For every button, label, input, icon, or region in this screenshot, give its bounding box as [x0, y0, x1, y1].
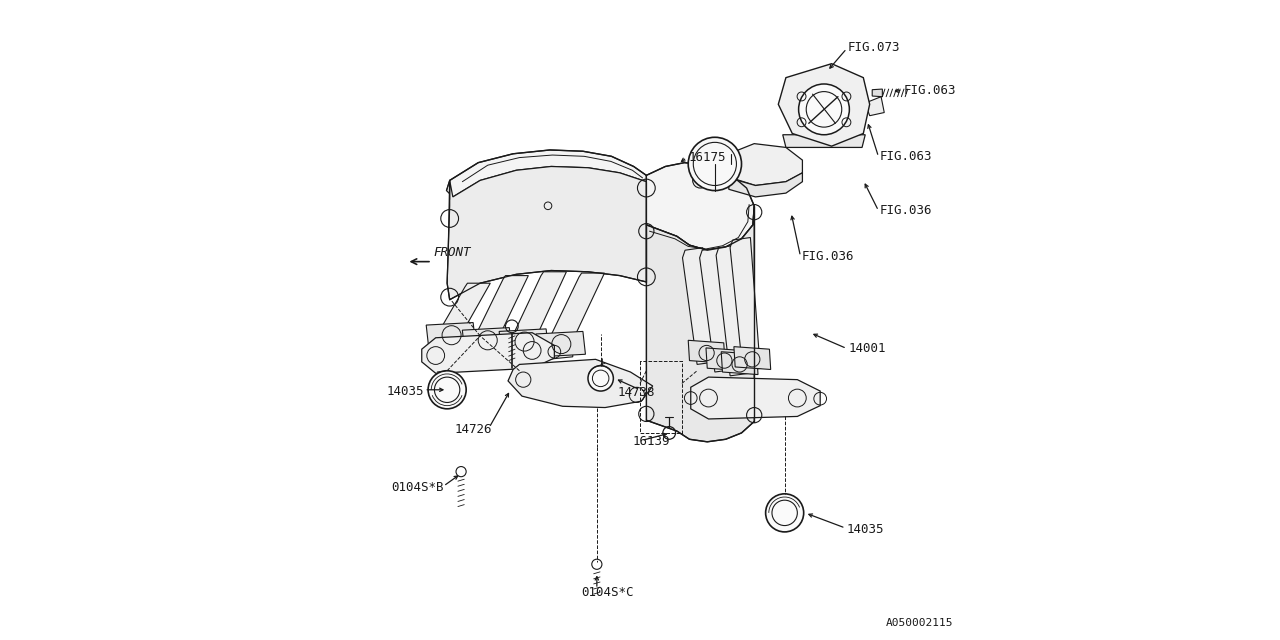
Polygon shape — [728, 173, 803, 197]
Polygon shape — [438, 284, 490, 351]
Polygon shape — [646, 206, 754, 442]
Text: 16139: 16139 — [632, 435, 669, 448]
Polygon shape — [783, 135, 865, 147]
Polygon shape — [730, 237, 762, 371]
Text: FIG.063: FIG.063 — [904, 84, 956, 97]
Text: 14001: 14001 — [849, 342, 886, 355]
Text: 14726: 14726 — [454, 422, 493, 436]
Polygon shape — [508, 359, 653, 408]
Polygon shape — [700, 248, 733, 372]
Circle shape — [765, 494, 804, 532]
Text: 16175: 16175 — [689, 151, 726, 164]
Polygon shape — [462, 328, 512, 353]
Polygon shape — [872, 89, 882, 97]
Polygon shape — [548, 273, 604, 359]
Polygon shape — [646, 163, 754, 250]
Circle shape — [689, 138, 741, 191]
Text: 0104S*C: 0104S*C — [581, 586, 634, 599]
Text: FRONT: FRONT — [434, 246, 471, 259]
Text: 14035: 14035 — [387, 385, 424, 397]
Polygon shape — [716, 245, 749, 376]
Polygon shape — [689, 340, 724, 363]
Polygon shape — [721, 143, 803, 186]
Text: FIG.063: FIG.063 — [879, 150, 932, 163]
Text: FIG.036: FIG.036 — [879, 204, 932, 218]
Polygon shape — [707, 348, 742, 371]
Polygon shape — [447, 150, 646, 197]
Text: 14035: 14035 — [847, 523, 884, 536]
Text: A050002115: A050002115 — [886, 618, 954, 628]
Polygon shape — [778, 64, 869, 146]
Polygon shape — [721, 352, 758, 374]
Polygon shape — [865, 97, 884, 116]
Polygon shape — [733, 347, 771, 369]
Text: 14738: 14738 — [617, 387, 654, 399]
Circle shape — [428, 371, 466, 409]
Text: FIG.073: FIG.073 — [849, 41, 901, 54]
Polygon shape — [447, 166, 646, 300]
Polygon shape — [421, 333, 554, 373]
Circle shape — [588, 365, 613, 391]
Text: FIG.036: FIG.036 — [801, 250, 854, 263]
Circle shape — [799, 84, 850, 135]
Polygon shape — [474, 276, 529, 356]
Polygon shape — [511, 272, 567, 356]
Text: 0104S*B: 0104S*B — [392, 481, 444, 494]
Polygon shape — [682, 248, 716, 364]
Polygon shape — [536, 332, 585, 356]
Polygon shape — [499, 329, 549, 355]
Polygon shape — [691, 377, 820, 419]
Polygon shape — [426, 323, 476, 348]
